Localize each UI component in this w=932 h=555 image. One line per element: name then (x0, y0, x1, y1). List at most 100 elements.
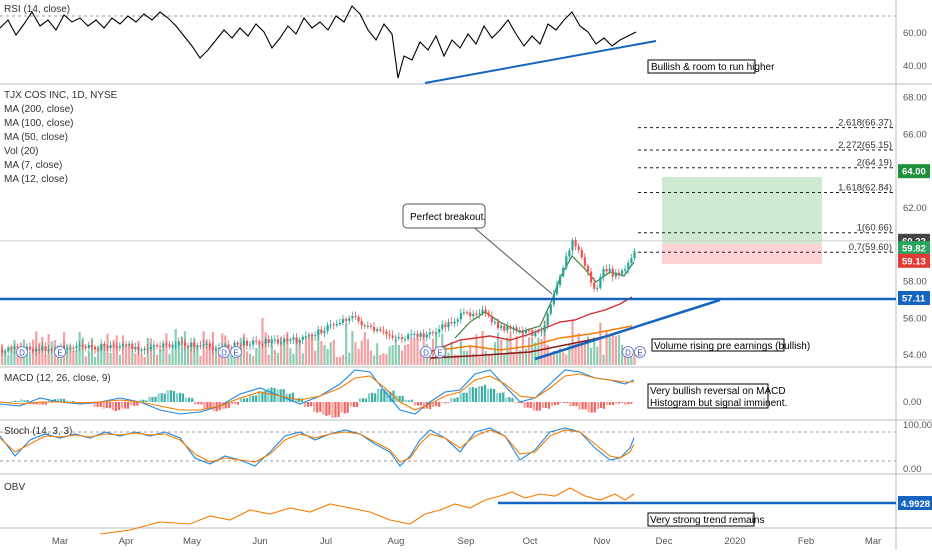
candle (115, 342, 118, 351)
volume-bar (171, 344, 174, 365)
macd-hist-bar (413, 402, 416, 406)
x-tick-12: Mar (865, 536, 881, 547)
volume-bar (555, 352, 559, 365)
x-tick-3: Jun (252, 536, 267, 547)
macd-hist-bar (136, 402, 139, 406)
macd-hist-bar (175, 393, 178, 402)
price-tick-7: 54.00 (903, 350, 927, 361)
candle (369, 322, 373, 330)
macd-hist-bar (319, 402, 322, 412)
macd-hist-bar (148, 396, 151, 402)
candle (506, 322, 509, 334)
volume-bar (605, 331, 608, 365)
candle (385, 328, 388, 339)
candle (428, 328, 431, 340)
volume-bar (410, 336, 413, 365)
macd-hist-bar (575, 402, 578, 407)
volume-bar (413, 338, 416, 365)
candle (177, 337, 180, 348)
macd-hist-bar (246, 398, 249, 402)
volume-bar (125, 344, 128, 365)
event-marker-3: E (230, 346, 242, 358)
candle (379, 326, 382, 333)
fib-level-0: 2.618(66.37) (638, 118, 896, 129)
macd-hist-bar (398, 395, 401, 402)
event-marker-0: D (16, 346, 28, 358)
legend-ma50: MA (50, close) (4, 132, 68, 143)
volume-bar (404, 345, 407, 365)
macd-hist-bar (517, 402, 520, 403)
candle (481, 305, 484, 316)
volume-bar (149, 338, 152, 365)
macd-hist-bar (169, 390, 172, 402)
candle (264, 337, 267, 347)
volume-bar (571, 319, 574, 365)
svg-text:Perfect breakout.: Perfect breakout. (410, 212, 486, 223)
macd-hist-bar (547, 402, 551, 409)
macd-hist-bar (355, 402, 358, 407)
macd-hist-bar (154, 396, 157, 402)
macd-hist-bar (493, 389, 496, 402)
candle (78, 340, 81, 351)
macd-annotation: Very bullish reversal on MACD Histogram … (647, 383, 787, 409)
volume-bar (314, 350, 317, 365)
macd-hist-bar (410, 399, 413, 402)
price-badge-2: 59.82 (898, 241, 930, 256)
macd-hist-bar (181, 393, 185, 402)
macd-hist-bar (172, 391, 175, 402)
macd-hist-bar (432, 402, 435, 408)
candle (338, 318, 342, 327)
svg-text:Bullish & room to run higher: Bullish & room to run higher (651, 62, 775, 73)
macd-hist-bar (69, 401, 72, 403)
volume-bar (75, 350, 78, 365)
volume-bar (140, 354, 143, 365)
macd-hist-bar (386, 390, 389, 402)
volume-bar (10, 346, 13, 365)
macd-hist-bar (310, 402, 313, 407)
rsi-title: RSI (14, close) (4, 4, 70, 15)
svg-text:0.7(59.60): 0.7(59.60) (849, 242, 892, 253)
candle (152, 340, 156, 350)
candle (521, 326, 524, 337)
volume-trendline (534, 298, 721, 361)
x-tick-0: Mar (52, 536, 68, 547)
svg-text:2.618(66.37): 2.618(66.37) (838, 118, 892, 129)
candle (146, 344, 149, 354)
candle (28, 342, 32, 353)
macd-hist-bar (447, 402, 450, 403)
candle (94, 344, 97, 354)
macd-hist-bar (578, 402, 581, 410)
volume-bar (503, 353, 506, 365)
price-badge-4: 57.11 (898, 291, 930, 305)
candle (435, 327, 438, 337)
macd-hist-bar (303, 402, 307, 408)
candle (208, 339, 211, 351)
macd-hist-bar (282, 389, 285, 402)
candle (35, 345, 38, 356)
macd-hist-bar (221, 402, 224, 410)
macd-hist-bar (438, 402, 441, 407)
candle (534, 329, 537, 339)
volume-bar (218, 350, 221, 365)
volume-bar (586, 336, 590, 365)
candle (624, 265, 627, 274)
candle (44, 342, 47, 356)
fib-level-2: 2(64.19) (638, 158, 896, 169)
macd-hist-bar (544, 402, 548, 408)
volume-bar (599, 322, 602, 365)
candle (453, 318, 456, 328)
macd-hist-bar (593, 402, 596, 413)
macd-hist-bar (615, 402, 618, 404)
volume-bar (624, 354, 627, 365)
volume-bar (351, 331, 354, 365)
volume-bar (447, 352, 450, 365)
volume-bar (540, 339, 543, 365)
candle (549, 301, 552, 316)
macd-hist-bar (429, 402, 432, 409)
candle (413, 331, 416, 339)
candle (196, 342, 199, 350)
volume-bar (90, 337, 94, 365)
volume-bar (66, 344, 69, 365)
